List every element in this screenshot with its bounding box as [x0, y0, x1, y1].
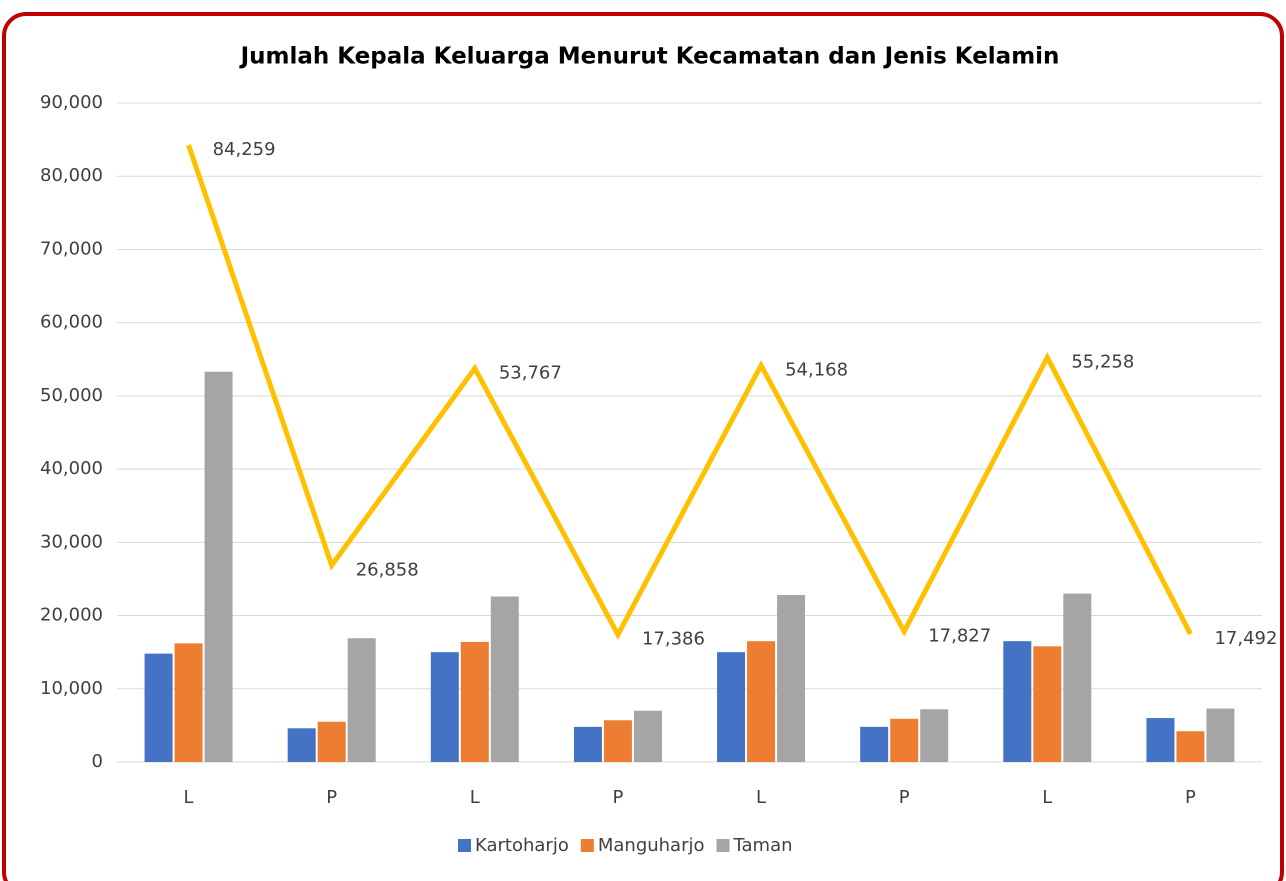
- data-label: 53,767: [499, 362, 562, 383]
- bar: [1033, 646, 1062, 762]
- y-tick-label: 10,000: [40, 678, 103, 699]
- data-label: 26,858: [356, 559, 419, 580]
- bar: [460, 641, 489, 762]
- data-label: 17,386: [642, 629, 705, 650]
- x-tick-label: P: [613, 787, 624, 808]
- legend-label: Kartoharjo: [475, 835, 569, 856]
- legend-swatch: [580, 839, 594, 852]
- y-tick-label: 80,000: [40, 165, 103, 186]
- y-tick-label: 0: [92, 751, 103, 772]
- bar: [1003, 641, 1032, 762]
- y-tick-label: 50,000: [40, 385, 103, 406]
- bar: [144, 653, 173, 762]
- data-label: 17,492: [1214, 628, 1277, 649]
- bar: [920, 709, 949, 762]
- x-tick-label: P: [326, 787, 337, 808]
- legend-label: Taman: [733, 835, 793, 856]
- bar: [1206, 708, 1235, 762]
- y-tick-label: 20,000: [40, 605, 103, 626]
- bar: [573, 726, 602, 762]
- bar: [490, 596, 519, 762]
- bar: [1063, 593, 1092, 762]
- bar: [890, 718, 919, 762]
- y-tick-label: 40,000: [40, 458, 103, 479]
- bar: [347, 638, 376, 762]
- bar: [633, 710, 662, 762]
- x-tick-label: P: [899, 787, 910, 808]
- legend-swatch: [458, 839, 471, 852]
- legend-swatch: [716, 839, 730, 852]
- bar: [747, 641, 776, 762]
- data-label: 84,259: [213, 139, 276, 160]
- bar: [860, 726, 889, 762]
- data-label: 17,827: [928, 625, 991, 646]
- x-tick-label: P: [1185, 787, 1196, 808]
- x-tick-label: L: [470, 787, 480, 808]
- legend-label: Manguharjo: [598, 835, 705, 856]
- bar: [317, 721, 346, 762]
- bar: [603, 720, 632, 762]
- x-tick-label: L: [756, 787, 766, 808]
- y-tick-label: 90,000: [40, 92, 103, 113]
- total-line: [186, 144, 1193, 641]
- bar: [1176, 731, 1205, 762]
- chart-title: Jumlah Kepala Keluarga Menurut Kecamatan…: [239, 44, 1060, 70]
- data-label: 54,168: [785, 359, 848, 380]
- x-tick-label: L: [184, 787, 194, 808]
- bar: [717, 652, 746, 762]
- y-tick-label: 60,000: [40, 312, 103, 333]
- bar: [174, 643, 203, 762]
- data-label: 55,258: [1071, 351, 1134, 372]
- bar: [1146, 718, 1175, 762]
- x-tick-label: L: [1042, 787, 1052, 808]
- y-tick-label: 30,000: [40, 531, 103, 552]
- bar: [777, 595, 806, 762]
- bar: [430, 652, 459, 762]
- bar: [204, 371, 233, 762]
- frame: [2, 12, 1284, 881]
- y-tick-label: 70,000: [40, 238, 103, 259]
- bar: [287, 728, 316, 762]
